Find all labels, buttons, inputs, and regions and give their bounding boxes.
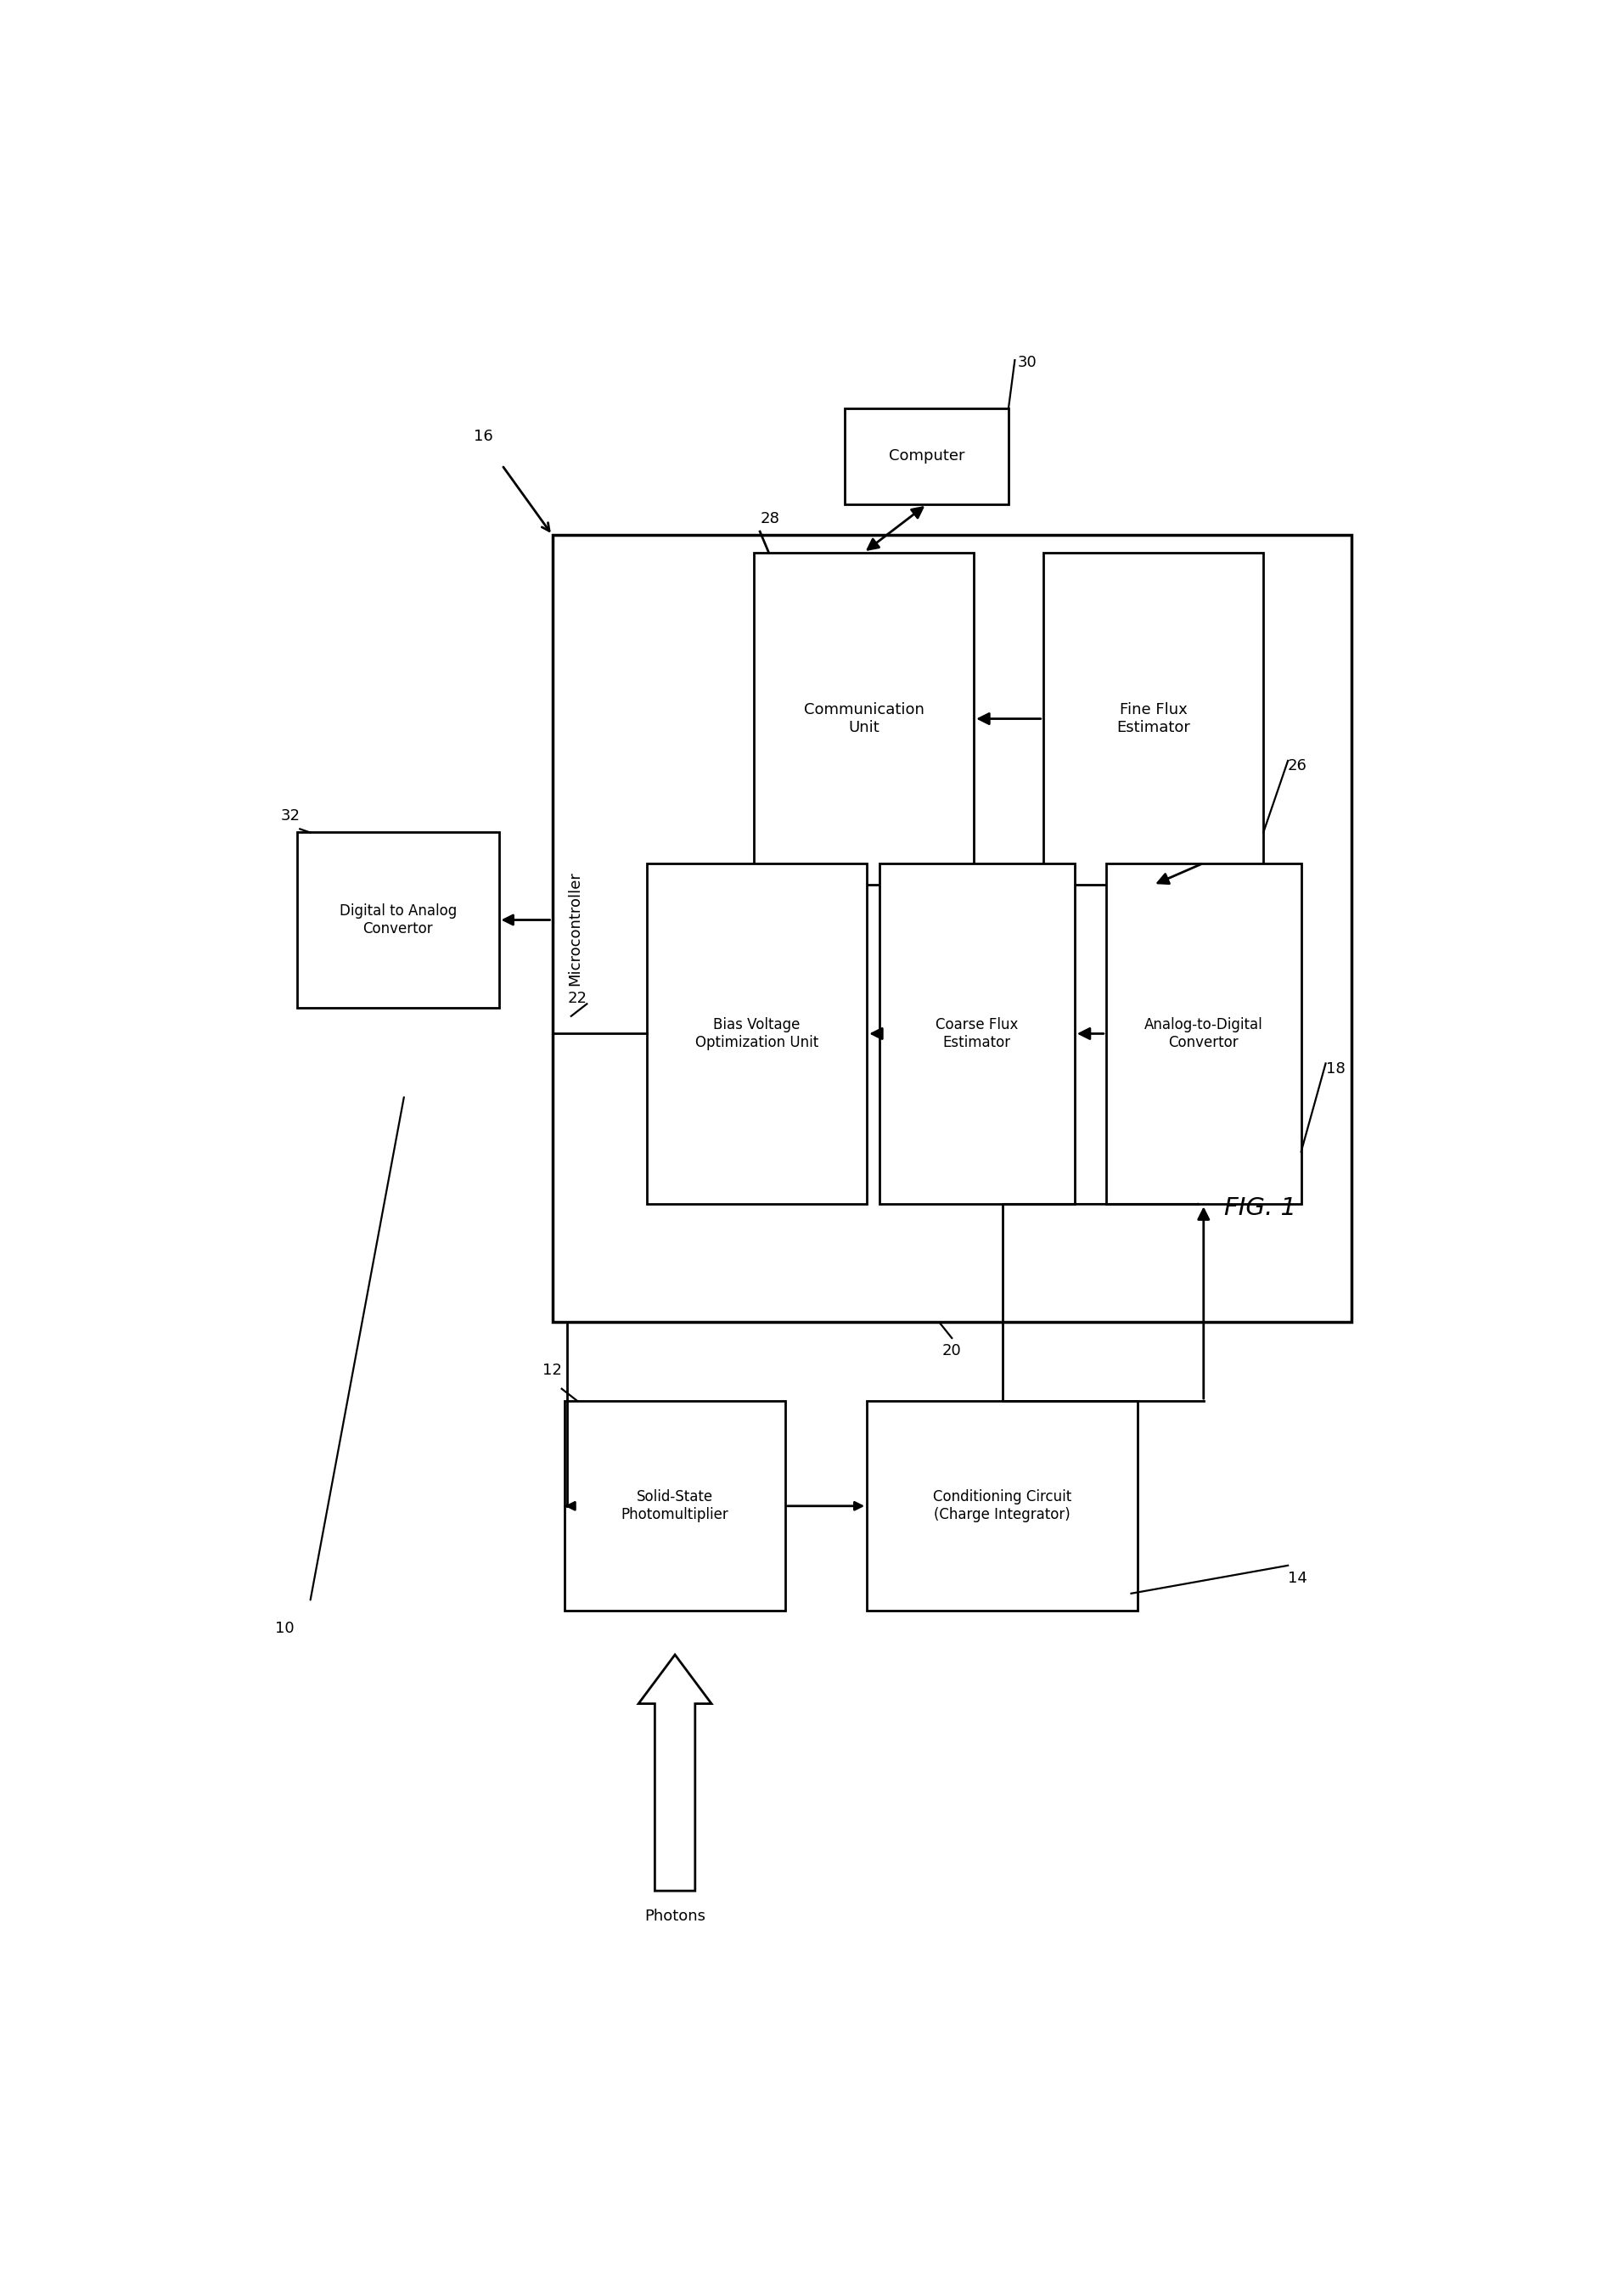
Text: Conditioning Circuit
(Charge Integrator): Conditioning Circuit (Charge Integrator)	[932, 1490, 1072, 1522]
FancyArrow shape	[638, 1654, 711, 1890]
Bar	[867, 1402, 1137, 1611]
Text: Bias Voltage
Optimization Unit: Bias Voltage Optimization Unit	[695, 1018, 818, 1050]
Text: Photons: Photons	[645, 1908, 705, 1924]
Bar	[646, 863, 867, 1204]
Text: Microcontroller: Microcontroller	[567, 872, 583, 986]
Bar	[565, 1402, 784, 1611]
Text: 12: 12	[542, 1363, 562, 1379]
Text: Coarse Flux
Estimator: Coarse Flux Estimator	[935, 1018, 1018, 1050]
Bar	[754, 552, 974, 886]
Bar	[880, 863, 1075, 1204]
Text: 14: 14	[1288, 1570, 1307, 1586]
Text: 18: 18	[1325, 1061, 1345, 1077]
Text: 20: 20	[942, 1343, 961, 1359]
Bar	[297, 832, 499, 1006]
Text: FIG. 1: FIG. 1	[1224, 1197, 1296, 1220]
Text: 22: 22	[567, 991, 586, 1006]
Bar	[1106, 863, 1301, 1204]
Text: 32: 32	[281, 809, 300, 825]
Text: 30: 30	[1017, 354, 1036, 370]
Text: 10: 10	[274, 1620, 294, 1636]
Text: Digital to Analog
Convertor: Digital to Analog Convertor	[339, 904, 456, 936]
Bar	[1043, 552, 1263, 886]
Text: Solid-State
Photomultiplier: Solid-State Photomultiplier	[620, 1490, 729, 1522]
Text: 28: 28	[760, 511, 780, 527]
Text: Fine Flux
Estimator: Fine Flux Estimator	[1116, 702, 1190, 736]
Text: Computer: Computer	[888, 448, 965, 463]
Text: Communication
Unit: Communication Unit	[804, 702, 924, 736]
Bar	[844, 409, 1009, 504]
Bar	[552, 534, 1351, 1322]
Text: 26: 26	[1288, 759, 1307, 775]
Text: Analog-to-Digital
Convertor: Analog-to-Digital Convertor	[1145, 1018, 1263, 1050]
Text: 16: 16	[473, 429, 492, 443]
